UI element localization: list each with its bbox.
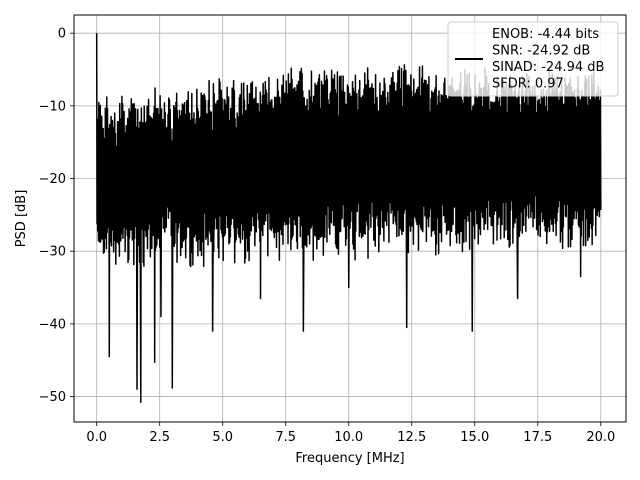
x-tick-label: 5.0	[212, 430, 233, 445]
x-axis-ticks: 0.0 2.5 5.0 7.5 10.0 12.5 15.0 17.5 20.0	[86, 422, 615, 445]
psd-series	[95, 33, 602, 404]
y-axis-label: PSD [dB]	[14, 190, 29, 248]
x-tick-label: 0.0	[86, 430, 107, 445]
legend-box	[447, 21, 619, 97]
y-tick-label: −30	[39, 245, 66, 260]
legend-entry-enob: ENOB: -4.44 bits	[492, 27, 599, 42]
x-tick-label: 17.5	[523, 430, 552, 445]
y-tick-label: 0	[58, 27, 66, 42]
legend-entry-sfdr: SFDR: 0.97	[492, 77, 564, 92]
y-tick-label: −50	[39, 390, 66, 405]
x-tick-label: 7.5	[275, 430, 296, 445]
y-tick-label: −20	[39, 172, 66, 187]
x-tick-label: 12.5	[397, 430, 426, 445]
y-tick-label: −10	[39, 99, 66, 114]
x-axis-label: Frequency [MHz]	[295, 451, 404, 466]
y-axis-ticks: 0 −10 −20 −30 −40 −50	[39, 27, 74, 405]
psd-line	[95, 33, 602, 404]
x-tick-label: 20.0	[586, 430, 615, 445]
x-tick-label: 10.0	[334, 430, 363, 445]
legend-entry-sinad: SINAD: -24.94 dB	[492, 60, 604, 75]
legend: ENOB: -4.44 bits SNR: -24.92 dB SINAD: -…	[447, 21, 619, 97]
x-tick-label: 2.5	[149, 430, 170, 445]
x-tick-label: 15.0	[460, 430, 489, 445]
y-tick-label: −40	[39, 317, 66, 332]
legend-entry-snr: SNR: -24.92 dB	[492, 44, 590, 59]
plot-frame	[73, 14, 627, 423]
